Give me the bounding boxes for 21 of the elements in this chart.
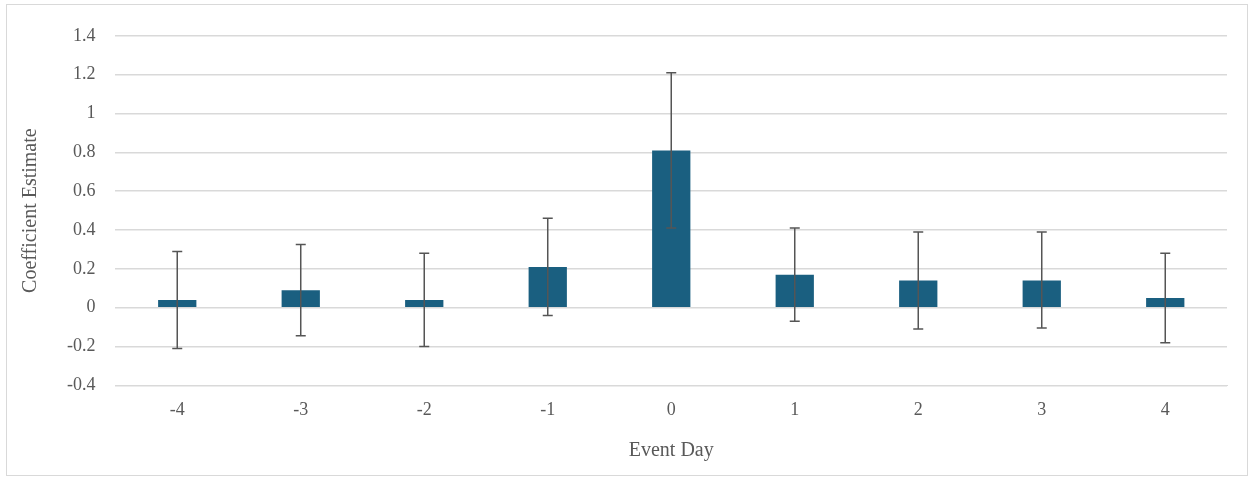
x-tick-label: 3 — [1037, 398, 1047, 419]
y-tick-label: 1 — [86, 102, 96, 123]
x-tick-label: 1 — [790, 398, 800, 419]
y-tick-label: -0.4 — [66, 374, 96, 395]
x-tick-label: -1 — [540, 398, 556, 419]
x-axis-title: Event Day — [628, 438, 714, 462]
x-tick-label: 0 — [666, 398, 676, 419]
y-tick-label: 0.8 — [72, 141, 96, 162]
y-tick-label: -0.2 — [66, 335, 96, 356]
x-tick-label: 2 — [913, 398, 923, 419]
x-tick-label: -4 — [169, 398, 185, 419]
y-axis-title: Coefficient Estimate — [18, 128, 41, 293]
x-tick-label: -2 — [416, 398, 432, 419]
y-tick-label: 0.4 — [72, 218, 96, 239]
x-tick-label: -3 — [293, 398, 309, 419]
y-tick-label: 0.6 — [72, 179, 96, 200]
y-tick-label: 1.4 — [72, 24, 96, 45]
y-tick-label: 1.2 — [72, 63, 96, 84]
x-tick-label: 4 — [1160, 398, 1170, 419]
y-tick-label: 0 — [86, 296, 96, 317]
y-tick-label: 0.2 — [72, 257, 96, 278]
